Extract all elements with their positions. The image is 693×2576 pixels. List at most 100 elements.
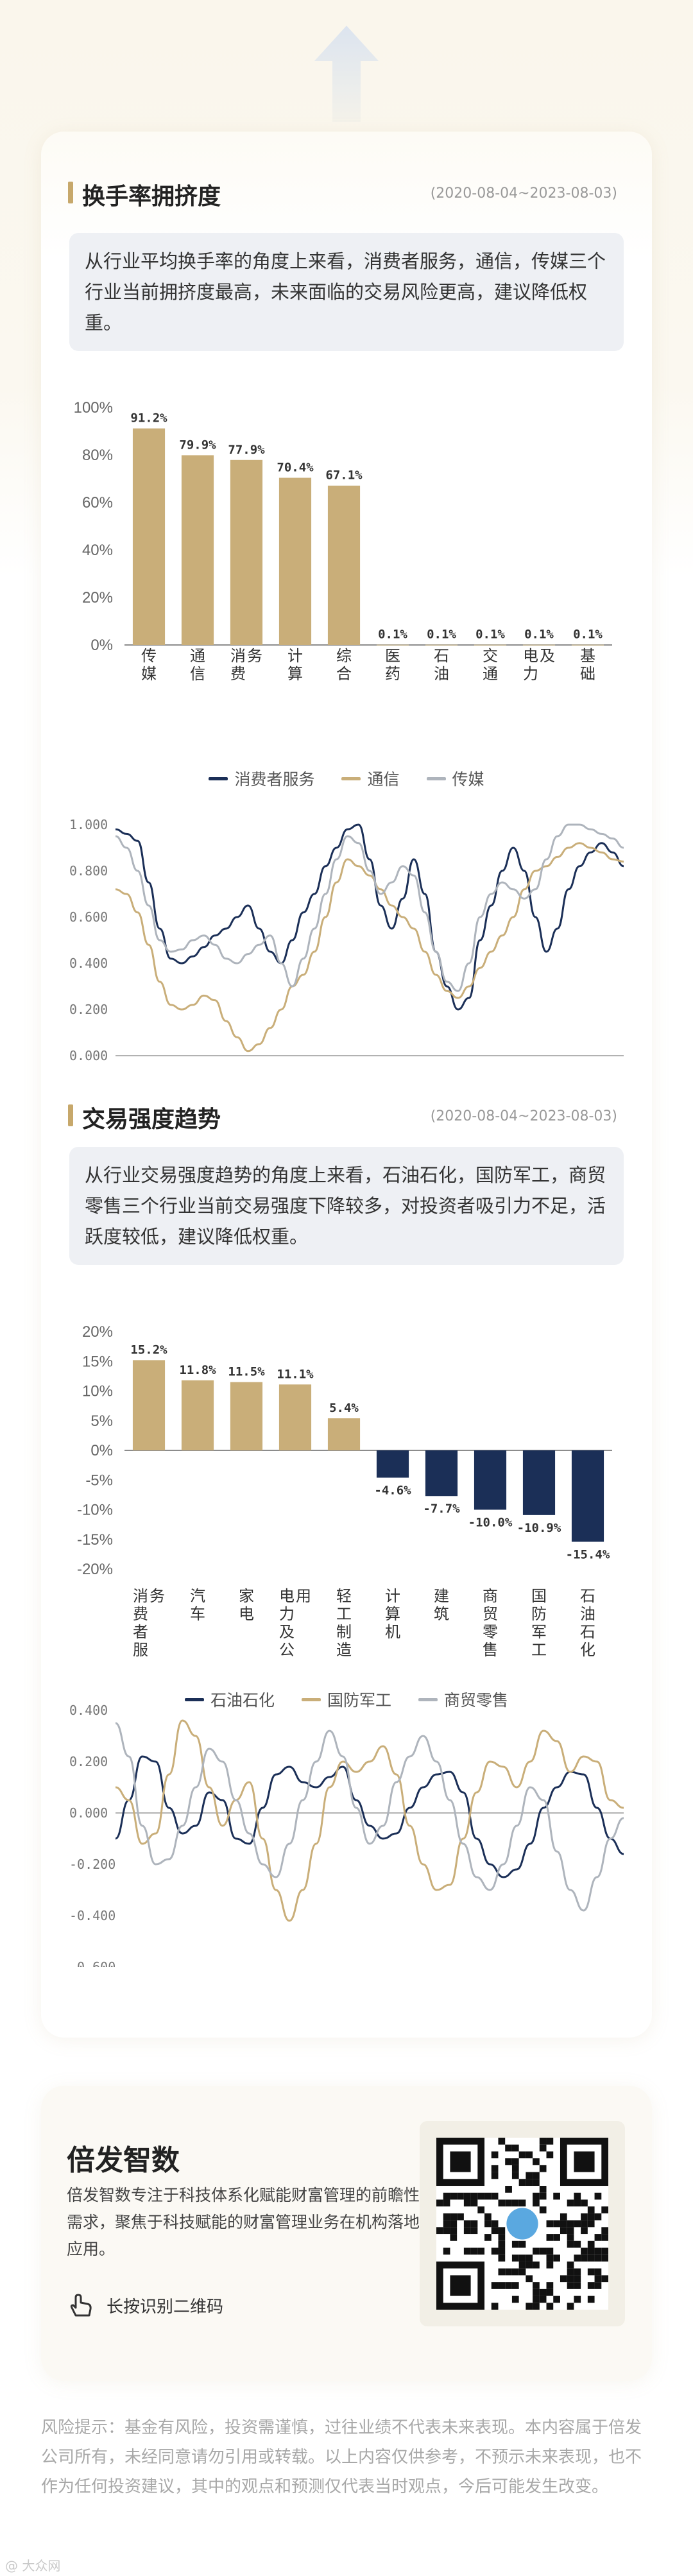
qr-module	[553, 2192, 560, 2200]
qr-module	[505, 2158, 512, 2165]
qr-module	[533, 2172, 540, 2179]
bar	[230, 1382, 263, 1450]
qr-module	[587, 2220, 595, 2228]
qr-module	[581, 2254, 588, 2262]
x-category-label: 石油石化	[580, 1587, 595, 1659]
qr-module	[477, 2247, 485, 2255]
section1-title: 换手率拥挤度	[67, 178, 221, 211]
qr-module	[574, 2199, 581, 2207]
bar-value-label: -15.4%	[566, 1547, 610, 1561]
x-category-label: 电力及公用	[279, 1587, 311, 1659]
qr-module	[526, 2275, 533, 2283]
x-category-label: 国防军工	[531, 1587, 547, 1659]
qr-module	[581, 2227, 588, 2235]
promo-title: 倍发智数	[67, 2144, 180, 2177]
qr-module	[443, 2247, 450, 2255]
qr-module	[587, 2282, 595, 2289]
qr-module	[539, 2186, 547, 2193]
qr-module	[505, 2199, 512, 2207]
qr-module	[450, 2227, 458, 2235]
qr-module	[560, 2227, 567, 2235]
x-category-label: 轻工制造	[336, 1587, 352, 1659]
qr-module	[567, 2220, 574, 2228]
qr-module	[560, 2213, 567, 2220]
turnover-legend: 消费者服务 通信 传媒	[41, 767, 652, 790]
bar	[278, 1384, 312, 1450]
legend-label: 商贸零售	[444, 1691, 509, 1710]
y-tick-label: -0.200	[69, 1857, 116, 1872]
qr-module	[518, 2261, 526, 2269]
qr-module	[533, 2282, 540, 2289]
y-tick-label: -10%	[77, 1502, 113, 1519]
qr-module	[484, 2192, 492, 2200]
legend-label: 石油石化	[210, 1691, 275, 1710]
x-category-label: 交通运输	[483, 647, 498, 683]
y-tick-label: 80%	[82, 447, 113, 464]
qr-module	[518, 2240, 526, 2248]
qr-module	[574, 2275, 581, 2283]
hand-pointer-icon	[70, 2294, 92, 2317]
qr-module	[574, 2220, 581, 2228]
qr-module	[526, 2254, 533, 2262]
qr-module	[574, 2240, 581, 2248]
qr-module	[587, 2254, 595, 2262]
qr-module	[587, 2240, 595, 2248]
qr-module	[463, 2247, 471, 2255]
qr-module	[587, 2268, 595, 2276]
bar-value-label: 0.1%	[427, 628, 456, 642]
qr-module	[463, 2192, 471, 2200]
bar	[327, 485, 361, 645]
legend-item: 传媒	[426, 767, 484, 790]
qr-module	[470, 2247, 478, 2255]
y-tick-label: -15%	[77, 1531, 113, 1549]
qr-module	[533, 2261, 540, 2269]
qr-module	[567, 2234, 574, 2241]
qr-module	[484, 2213, 492, 2220]
qr-finder-core	[574, 2151, 595, 2172]
qr-module	[511, 2282, 519, 2289]
qr-module	[498, 2254, 506, 2262]
qr-module	[505, 2268, 512, 2276]
qr-module	[581, 2213, 588, 2220]
bar-value-label: 0.1%	[378, 628, 407, 642]
bar	[571, 1450, 604, 1542]
qr-module	[533, 2179, 540, 2186]
qr-module	[470, 2220, 478, 2228]
qr-module	[533, 2158, 540, 2165]
legend-swatch	[184, 1697, 204, 1701]
qr-module	[574, 2192, 581, 2200]
qr-module	[443, 2227, 450, 2235]
y-tick-label: 15%	[82, 1353, 113, 1370]
bar-value-label: 77.9%	[228, 443, 265, 457]
qr-module	[518, 2151, 526, 2159]
y-tick-label: 0.600	[69, 909, 108, 925]
section1-date: (2020-08-04~2023-08-03)	[430, 185, 617, 202]
qr-code-frame[interactable]	[420, 2121, 625, 2326]
bar	[425, 1450, 458, 1497]
bar	[181, 455, 214, 645]
qr-module	[526, 2172, 533, 2179]
qr-module	[443, 2192, 450, 2200]
qr-module	[511, 2165, 519, 2172]
bar-value-label: 91.2%	[130, 411, 167, 425]
qr-module	[567, 2227, 574, 2235]
qr-module	[443, 2220, 450, 2228]
bar-value-label: 11.8%	[179, 1363, 216, 1377]
qr-module	[581, 2220, 588, 2228]
x-category-label: 综合金融	[336, 647, 352, 683]
qr-code-icon[interactable]	[436, 2138, 608, 2310]
bar	[522, 644, 556, 646]
qr-module	[498, 2247, 506, 2255]
qr-module	[463, 2199, 471, 2207]
qr-module	[560, 2220, 567, 2228]
bar-value-label: 15.2%	[130, 1343, 167, 1357]
qr-module	[539, 2138, 547, 2145]
qr-module	[443, 2213, 450, 2220]
qr-module	[436, 2199, 443, 2207]
y-tick-label: 0.200	[69, 1002, 108, 1017]
qr-module	[484, 2234, 492, 2241]
y-tick-label: 0%	[90, 637, 113, 654]
intensity-line-chart: -0.600 -0.400 -0.200 0.000 0.200 0.400	[69, 1703, 624, 1967]
qr-module	[491, 2220, 499, 2228]
